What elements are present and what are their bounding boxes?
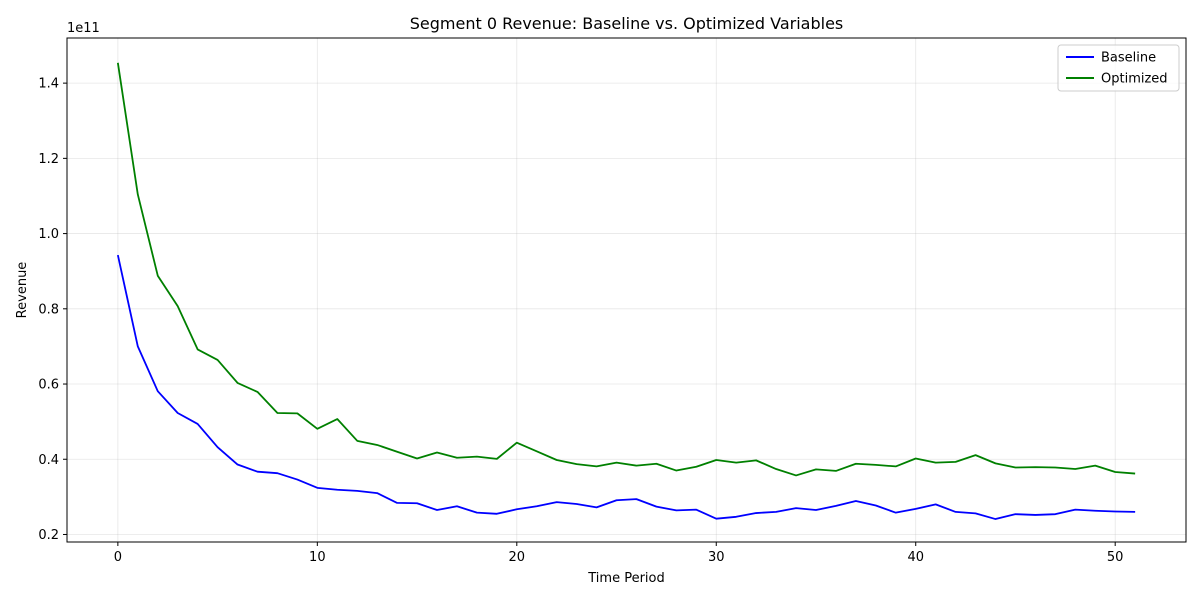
plot-frame: [66, 37, 1187, 543]
y-axis-offset-label: 1e11: [67, 21, 100, 36]
y-axis-title: Revenue: [15, 262, 30, 319]
y-tick-label: 0.4: [38, 453, 59, 468]
series-line-baseline: [116, 254, 1136, 520]
grid-lines: [67, 38, 1186, 542]
x-tick-label: 30: [708, 550, 725, 565]
x-axis-title: Time Period: [587, 571, 664, 586]
y-tick-label: 0.8: [38, 302, 59, 317]
x-tick-label: 20: [509, 550, 526, 565]
legend-label-baseline: Baseline: [1101, 51, 1156, 66]
y-tick-label: 1.4: [38, 77, 59, 92]
x-tick-label: 40: [907, 550, 924, 565]
chart-title: Segment 0 Revenue: Baseline vs. Optimize…: [410, 14, 844, 33]
legend-label-optimized: Optimized: [1101, 72, 1168, 87]
series-line-optimized: [116, 62, 1136, 477]
y-tick-label: 1.2: [38, 152, 59, 167]
x-tick-label: 50: [1107, 550, 1124, 565]
y-tick-label: 1.0: [38, 227, 59, 242]
x-tick-label: 10: [309, 550, 326, 565]
axis-ticks: 0 10 20 30 40 50 0.2 0.4 0.6 0.8 1.0 1.2 1.4: [38, 77, 1123, 565]
y-tick-label: 0.2: [38, 528, 59, 543]
y-tick-label: 0.6: [38, 378, 59, 393]
x-tick-label: 0: [114, 550, 122, 565]
legend: Baseline Optimized: [1057, 44, 1180, 92]
series-lines: [116, 62, 1136, 520]
